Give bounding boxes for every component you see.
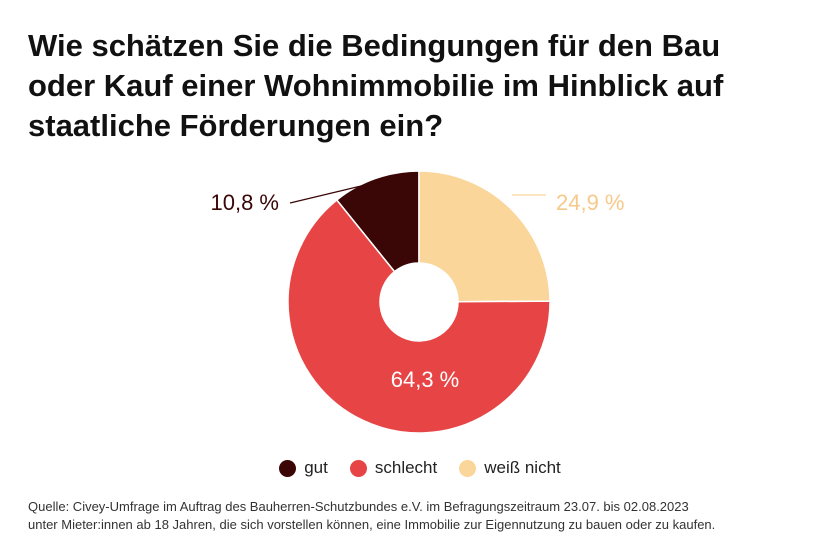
legend-label-gut: gut [304,458,328,477]
legend-swatch-schlecht [349,459,367,477]
leader-line-gut [289,181,377,204]
legend-item-weiss-nicht: weiß nicht [459,458,561,478]
data-label-weiss-nicht: 24,9 % [556,190,625,215]
source-line-2: unter Mieter:innen ab 18 Jahren, die sic… [28,517,716,532]
data-label-gut: 10,8 % [211,190,280,215]
source-note: Quelle: Civey-Umfrage im Auftrag des Bau… [28,498,828,534]
slice-weiss-nicht [418,170,551,303]
chart-legend: gut schlecht weiß nicht [0,458,840,478]
chart-title-line-1: Wie schätzen Sie die Bedingungen für den… [28,28,721,63]
chart-title: Wie schätzen Sie die Bedingungen für den… [28,26,818,146]
slice-schlecht [287,198,551,434]
legend-item-gut: gut [279,458,328,478]
source-line-1: Quelle: Civey-Umfrage im Auftrag des Bau… [28,499,689,514]
chart-title-line-2: oder Kauf einer Wohnimmobilie im Hinblic… [28,68,724,103]
data-label-schlecht: 64,3 % [391,367,460,392]
legend-label-schlecht: schlecht [374,458,438,477]
legend-swatch-weiss-nicht [459,459,477,477]
legend-item-schlecht: schlecht [349,458,438,478]
chart-title-line-3: staatliche Förderungen ein? [28,108,444,143]
legend-label-weiss-nicht: weiß nicht [484,458,561,477]
legend-swatch-gut [279,459,297,477]
